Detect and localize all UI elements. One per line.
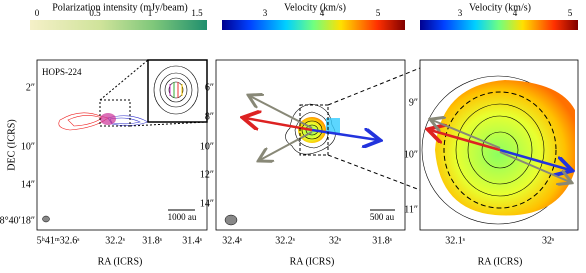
y-axis-label: DEC (ICRS) [6,119,17,170]
x-axis-label: RA (ICRS) [290,256,335,267]
colorbar-tick-label: 5 [568,8,573,18]
y-tick-label: 10″ [404,149,418,160]
x-tick-label: 31.8ˢ [372,235,392,246]
colorbar-label: Polarization intensity (mJy/beam) [52,2,188,13]
y-tick-label: 11″ [404,204,418,215]
axes-frame [215,59,406,231]
panel-3 [419,20,579,231]
x-axis-label: RA (ICRS) [98,256,143,267]
x-tick-label: 31.4ˢ [182,235,202,246]
y-tick-label: 14″ [21,179,35,190]
axes-frame [36,59,208,231]
annotation: HOPS-224 [42,67,82,77]
colorbar [420,20,578,30]
x-axis-label: RA (ICRS) [478,256,523,267]
x-tick-label: 31.8ˢ [142,235,162,246]
x-tick-label: 32.1ˢ [445,235,465,246]
contours [58,112,149,131]
y-tick-label: 6″ [205,82,214,93]
y-tick-label: 12″ [200,169,214,180]
panel-2 [215,20,421,231]
colorbar-tick-label: 3 [263,8,268,18]
y-tick-label: 10″ [21,141,35,152]
y-tick-label: 8″ [205,111,214,122]
colorbar-tick-label: 4 [320,8,325,18]
annotation: 500 au [370,212,395,222]
x-tick-label: 32ˢ [329,235,341,246]
annotation: 1000 au [168,212,197,222]
y-tick-label: -8°40′18″ [0,215,35,226]
colorbar [222,20,405,30]
axes-frame [419,59,579,231]
colorbar-label: Velocity (km/s) [469,2,531,13]
colorbar-tick-label: 1.5 [191,8,203,18]
y-tick-label: 2″ [26,82,35,93]
colorbar-tick-label: 4 [513,8,518,18]
y-tick-label: 10″ [200,141,214,152]
x-tick-label: 32ˢ [542,235,554,246]
colorbar-tick-label: 0.5 [89,8,101,18]
x-tick-label: 5ʰ41ᵐ32.6ˢ [37,235,80,246]
colorbar-tick-label: 0 [35,8,40,18]
colorbar-label: Velocity (km/s) [284,2,346,13]
colorbar-tick-label: 1 [148,8,153,18]
y-tick-label: 14″ [200,198,214,209]
x-tick-label: 32.2ˢ [275,235,295,246]
colorbar [30,20,207,30]
y-tick-label: 9″ [409,97,418,108]
colorbar-tick-label: 3 [458,8,463,18]
panel-1 [30,20,208,231]
inset [147,59,208,123]
colorbar-tick-label: 5 [376,8,381,18]
x-tick-label: 32.4ˢ [222,235,242,246]
x-tick-label: 32.2ˢ [105,235,125,246]
